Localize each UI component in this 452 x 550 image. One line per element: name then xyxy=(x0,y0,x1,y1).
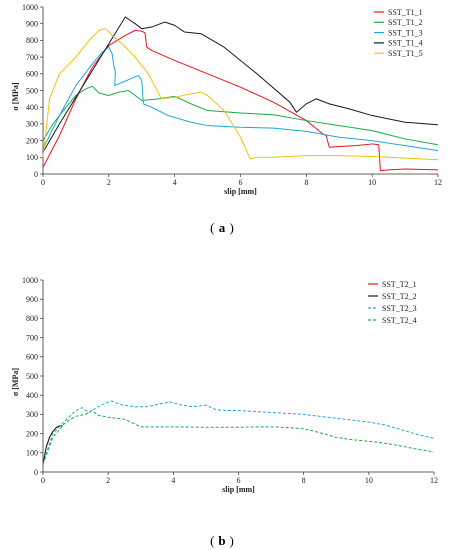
y-tick-label: 1000 xyxy=(22,276,38,285)
y-tick-label: 200 xyxy=(26,429,38,438)
y-tick-label: 0 xyxy=(34,468,38,477)
legend-label: SST_T1_5 xyxy=(388,49,423,58)
x-axis-label: slip [mm] xyxy=(224,187,257,196)
legend-label: SST_T2_1 xyxy=(382,280,417,289)
panel-a-caption-letter: a xyxy=(219,220,226,235)
y-tick-label: 700 xyxy=(26,53,38,62)
y-tick-label: 400 xyxy=(26,103,38,112)
y-tick-label: 700 xyxy=(26,333,38,342)
legend-label: SST_T2_3 xyxy=(382,304,417,313)
panel-b-caption-open: ( xyxy=(210,533,214,548)
legend-label: SST_T1_2 xyxy=(388,18,423,27)
x-tick-label: 6 xyxy=(237,476,241,485)
x-tick-label: 4 xyxy=(173,178,177,187)
y-tick-label: 0 xyxy=(34,170,38,179)
legend-label: SST_T2_2 xyxy=(382,292,417,301)
series-line-sst-t1-1 xyxy=(42,29,439,172)
x-tick-label: 12 xyxy=(434,178,442,187)
y-tick-label: 500 xyxy=(26,86,38,95)
x-tick-label: 6 xyxy=(239,178,243,187)
legend-label: SST_T1_4 xyxy=(388,39,423,48)
x-tick-label: 2 xyxy=(107,178,111,187)
y-tick-label: 800 xyxy=(26,314,38,323)
series-line-sst-t1-4 xyxy=(42,16,439,153)
series-line-sst-t2-3 xyxy=(42,400,435,465)
x-tick-label: 12 xyxy=(430,476,438,485)
x-tick-label: 10 xyxy=(365,476,373,485)
y-tick-label: 300 xyxy=(26,410,38,419)
y-tick-label: 500 xyxy=(26,372,38,381)
x-axis-label: slip [mm] xyxy=(222,485,255,494)
x-tick-label: 0 xyxy=(41,178,45,187)
y-tick-label: 400 xyxy=(26,391,38,400)
panel-b-caption-letter: b xyxy=(218,533,225,548)
y-axis-label: σ [MPa] xyxy=(11,368,20,396)
y-tick-label: 100 xyxy=(26,449,38,458)
y-tick-label: 900 xyxy=(26,20,38,29)
chart-panel-a: 0 100 200 300 400 500 600 700 800 900 1000 0 2 4 6 8 10 1… xyxy=(11,3,442,196)
x-tick-label: 0 xyxy=(41,476,45,485)
series-line-sst-t1-5 xyxy=(42,28,439,161)
y-tick-label: 600 xyxy=(26,353,38,362)
panel-a-caption-close: ) xyxy=(230,220,234,235)
y-axis-label: σ [MPa] xyxy=(11,82,20,110)
chart-panel-b: 0 100 200 300 400 500 600 700 800 900 1000 0 2 4 6 8 10 1… xyxy=(11,276,438,494)
series-line-sst-t2-4 xyxy=(42,410,435,465)
legend: SST_T2_1 SST_T2_2 SST_T2_3 SST_T2_4 xyxy=(368,280,417,325)
y-tick-label: 300 xyxy=(26,120,38,129)
x-tick-label: 10 xyxy=(368,178,376,187)
y-tick-label: 800 xyxy=(26,36,38,45)
y-tick-label: 1000 xyxy=(22,3,38,12)
series-line-sst-t1-3 xyxy=(42,46,439,152)
x-tick-label: 4 xyxy=(171,476,175,485)
y-tick-label: 200 xyxy=(26,136,38,145)
legend-label: SST_T1_1 xyxy=(388,8,423,17)
y-tick-label: 900 xyxy=(26,295,38,304)
y-tick-label: 100 xyxy=(26,153,38,162)
panel-a-caption-open: ( xyxy=(210,220,214,235)
legend-label: SST_T1_3 xyxy=(388,28,423,37)
x-tick-label: 2 xyxy=(106,476,110,485)
y-tick-label: 600 xyxy=(26,70,38,79)
x-tick-label: 8 xyxy=(304,178,308,187)
panel-b-caption-close: ) xyxy=(230,533,234,548)
series-line-sst-t2-2 xyxy=(42,425,63,465)
x-tick-label: 8 xyxy=(302,476,306,485)
legend-label: SST_T2_4 xyxy=(382,316,417,325)
series-line-sst-t1-2 xyxy=(42,85,439,146)
